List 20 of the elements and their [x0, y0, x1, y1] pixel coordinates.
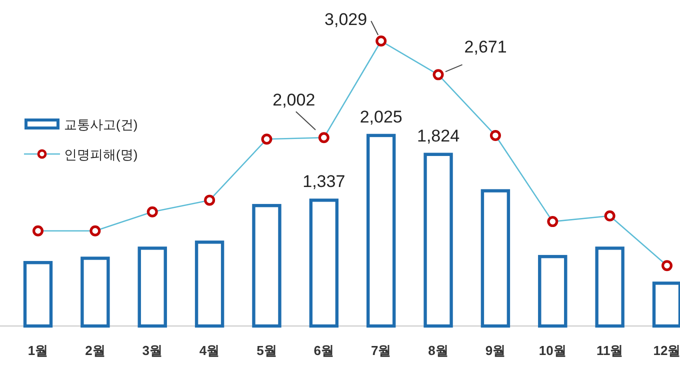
x-tick-label: 6월 — [314, 343, 334, 358]
x-tick-label: 3월 — [142, 343, 162, 358]
x-tick-label: 12월 — [653, 343, 680, 358]
x-tick-label: 4월 — [199, 343, 220, 358]
x-tick-label: 10월 — [538, 343, 566, 358]
x-tick-label: 9월 — [485, 343, 506, 358]
data-label: 3,029 — [324, 10, 368, 29]
data-label: 1,824 — [417, 126, 460, 146]
x-tick-label: 7월 — [370, 343, 392, 358]
data-label: 1,337 — [302, 172, 346, 192]
data-label: 2,025 — [360, 107, 402, 126]
legend-label: 교통사고(건) — [64, 117, 138, 132]
data-label: 2,002 — [272, 90, 316, 110]
data-label: 2,671 — [464, 38, 507, 57]
x-tick-label: 2월 — [85, 343, 106, 358]
legend-label: 인명피해(명) — [64, 147, 138, 162]
x-tick-label: 5월 — [256, 343, 277, 358]
x-tick-label: 1월 — [28, 343, 48, 358]
x-tick-label: 8월 — [428, 343, 448, 358]
x-tick-label: 11월 — [596, 343, 624, 358]
